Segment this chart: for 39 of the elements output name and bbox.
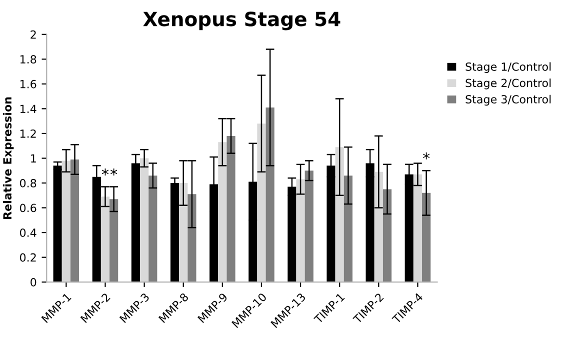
y-tick-label: 0 [30,278,36,286]
y-tick-label: 0.6 [20,204,36,212]
bar [100,196,110,282]
y-tick-label: 1.2 [20,129,36,138]
bar [344,176,352,282]
bar [304,170,314,282]
legend-label: Stage 2/Control [466,78,551,90]
bar [148,176,158,282]
bar [62,160,70,282]
bar [110,199,118,282]
annotation: * [422,152,430,160]
y-tick-label: 2 [30,30,36,39]
bar [188,194,196,282]
bar [266,107,274,282]
y-tick-label: 0.4 [20,228,36,237]
bar [140,158,149,282]
bar [179,183,188,282]
annotation: * [102,168,109,176]
chart-title: Xenopus Stage 54 [143,12,340,30]
bar [257,124,266,282]
y-tick-label: 1 [31,154,36,162]
y-tick-label: 0.2 [20,253,36,262]
bar [382,189,392,282]
legend-label: Stage 1/Control [466,62,551,74]
bar [70,159,80,282]
bar [374,172,383,282]
y-tick-label: 1.8 [20,55,36,64]
bar [335,147,344,282]
bar [296,179,305,282]
y-axis-title: Relative Expression [2,97,14,219]
annotation: * [110,168,118,176]
legend-label: Stage 3/Control [466,94,551,106]
y-tick-label: 1.6 [20,80,36,88]
bar [218,142,227,282]
y-tick-label: 0.8 [20,178,36,188]
bar [226,136,236,282]
bar [413,174,422,282]
y-tick-label: 1.4 [20,104,36,113]
bar [422,192,431,282]
